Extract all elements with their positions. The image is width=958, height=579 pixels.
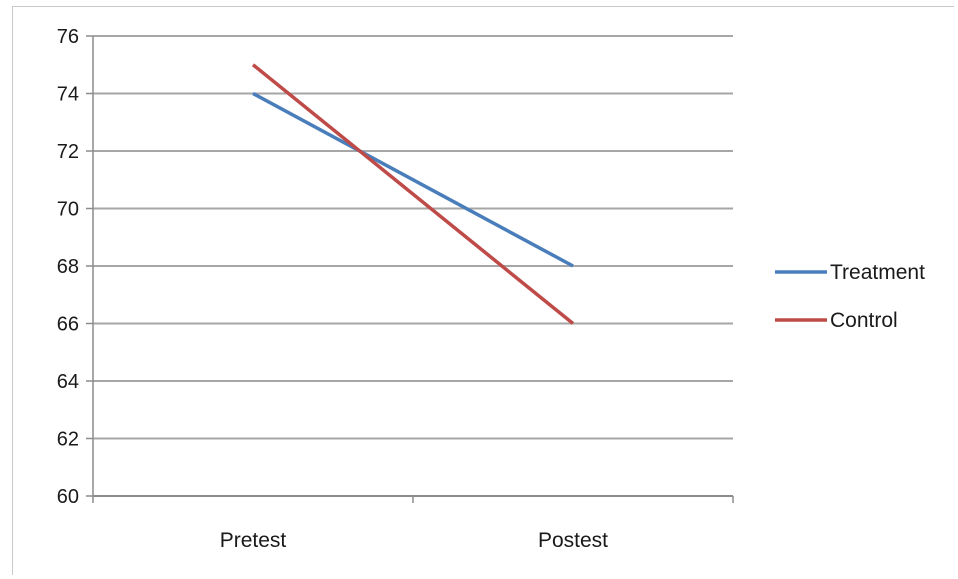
y-tick-label: 70 xyxy=(57,199,79,221)
legend-label: Treatment xyxy=(830,261,925,284)
chart-frame xyxy=(12,6,954,575)
y-tick-label: 60 xyxy=(57,486,79,508)
legend-label: Control xyxy=(830,309,898,332)
series-line-treatment xyxy=(252,91,574,268)
series-line-control xyxy=(251,63,575,325)
x-category-label: Postest xyxy=(538,529,608,552)
series-lines xyxy=(251,63,575,325)
x-category-label: Pretest xyxy=(220,529,287,552)
y-tick-label: 68 xyxy=(57,256,79,278)
y-tick-label: 74 xyxy=(57,84,79,106)
gridlines xyxy=(93,35,733,440)
y-tick-label: 72 xyxy=(57,141,79,163)
y-tick-label: 62 xyxy=(57,429,79,451)
axes: 60 62 64 66 68 70 72 74 76 Pretest Postest xyxy=(57,26,734,552)
legend: Treatment Control xyxy=(775,261,925,332)
y-tick-label: 64 xyxy=(57,371,79,393)
y-tick-label: 76 xyxy=(57,26,79,48)
y-tick-label: 66 xyxy=(57,314,79,336)
